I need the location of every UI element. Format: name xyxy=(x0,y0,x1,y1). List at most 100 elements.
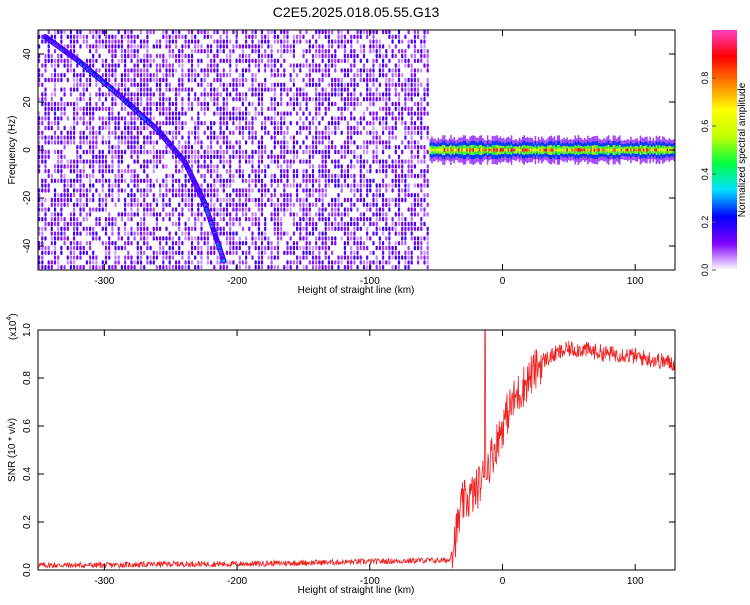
spectrogram-noise-cell xyxy=(124,121,126,125)
spectrogram-noise-cell xyxy=(328,97,330,101)
spectrogram-noise-cell xyxy=(188,145,190,149)
spectrogram-noise-cell xyxy=(347,102,349,106)
spectrogram-noise-cell xyxy=(57,217,59,221)
spectrogram-noise-cell xyxy=(306,102,308,106)
spectrogram-noise-cell xyxy=(220,35,222,39)
spectrogram-noise-cell xyxy=(226,183,228,187)
spectrogram-noise-cell xyxy=(178,35,180,39)
spectrogram-noise-cell xyxy=(108,49,110,53)
spectrogram-band-core xyxy=(453,148,455,151)
spectrogram-noise-cell xyxy=(420,102,422,106)
spectrogram-noise-cell xyxy=(236,155,238,159)
spectrogram-noise-cell xyxy=(283,68,285,72)
spectrogram-noise-cell xyxy=(130,212,132,216)
spectrogram-noise-cell xyxy=(223,44,225,48)
spectrogram-noise-cell xyxy=(315,246,317,250)
spectrogram-noise-cell xyxy=(118,63,120,67)
spectrogram-noise-cell xyxy=(245,59,247,63)
spectrogram-noise-cell xyxy=(54,111,56,115)
spectrogram-noise-cell xyxy=(395,231,397,235)
spectrogram-noise-cell xyxy=(420,236,422,240)
spectrogram-noise-cell xyxy=(398,198,400,202)
spectrogram-noise-cell xyxy=(236,116,238,120)
spectrogram-noise-cell xyxy=(360,68,362,72)
spectrogram-noise-cell xyxy=(67,203,69,207)
spectrogram-noise-cell xyxy=(293,39,295,43)
spectrogram-noise-cell xyxy=(366,231,368,235)
spectrogram-noise-cell xyxy=(379,83,381,87)
spectrogram-noise-cell xyxy=(306,198,308,202)
spectrogram-noise-cell xyxy=(427,126,429,130)
spectrogram-noise-cell xyxy=(271,179,273,183)
spectrogram-noise-cell xyxy=(127,44,129,48)
spectrogram-noise-cell xyxy=(48,246,50,250)
spectrogram-noise-cell xyxy=(245,260,247,264)
spectrogram-noise-cell xyxy=(229,116,231,120)
spectrogram-noise-cell xyxy=(73,222,75,226)
spectrogram-noise-cell xyxy=(130,227,132,231)
spectrogram-noise-cell xyxy=(264,251,266,255)
spectrogram-noise-cell xyxy=(121,102,123,106)
spectrogram-noise-cell xyxy=(388,241,390,245)
spectrogram-band-core xyxy=(490,149,492,151)
spectrogram-noise-cell xyxy=(194,92,196,96)
spectrogram-noise-cell xyxy=(111,111,113,115)
spectrogram-noise-cell xyxy=(207,107,209,111)
spectrogram-noise-cell xyxy=(366,73,368,77)
spectrogram-noise-cell xyxy=(223,188,225,192)
spectrogram-noise-cell xyxy=(169,83,171,87)
spectrogram-noise-cell xyxy=(207,54,209,58)
spectrogram-noise-cell xyxy=(331,140,333,144)
spectrogram-band-core xyxy=(594,148,596,152)
spectrogram-noise-cell xyxy=(89,260,91,264)
spectrogram-noise-cell xyxy=(353,227,355,231)
spectrogram-noise-cell xyxy=(216,260,218,264)
spectrogram-noise-cell xyxy=(67,102,69,106)
spectrogram-noise-cell xyxy=(261,87,263,91)
spectrogram-noise-cell xyxy=(204,174,206,178)
spectrogram-noise-cell xyxy=(427,227,429,231)
spectrogram-noise-cell xyxy=(255,131,257,135)
spectrogram-noise-cell xyxy=(290,193,292,197)
spectrogram-noise-cell xyxy=(411,107,413,111)
spectrogram-noise-cell xyxy=(64,183,66,187)
spectrogram-noise-cell xyxy=(312,251,314,255)
spectrogram-noise-cell xyxy=(302,78,304,82)
spectrogram-noise-cell xyxy=(334,39,336,43)
spectrogram-noise-cell xyxy=(140,78,142,82)
spectrogram-noise-cell xyxy=(92,140,94,144)
spectrogram-noise-cell xyxy=(299,203,301,207)
spectrogram-noise-cell xyxy=(290,87,292,91)
spectrogram-noise-cell xyxy=(44,188,46,192)
spectrogram-noise-cell xyxy=(114,54,116,58)
spectrogram-band-core xyxy=(640,148,642,152)
spectrogram-noise-cell xyxy=(239,111,241,115)
spectrogram-noise-cell xyxy=(197,260,199,264)
spectrogram-noise-cell xyxy=(376,255,378,259)
spectrogram-noise-cell xyxy=(264,49,266,53)
spectrogram-noise-cell xyxy=(388,207,390,211)
spectrogram-noise-cell xyxy=(108,251,110,255)
spectrogram-noise-cell xyxy=(299,198,301,202)
spectrogram-noise-cell xyxy=(172,87,174,91)
spectrogram-noise-cell xyxy=(372,179,374,183)
spectrogram-noise-cell xyxy=(325,236,327,240)
spectrogram-noise-cell xyxy=(67,68,69,72)
spectrogram-noise-cell xyxy=(315,188,317,192)
spectrogram-noise-cell xyxy=(127,169,129,173)
spectrogram-noise-cell xyxy=(350,135,352,139)
spectrogram-noise-cell xyxy=(207,83,209,87)
spectrogram-noise-cell xyxy=(331,59,333,63)
spectrogram-noise-cell xyxy=(312,35,314,39)
spectrogram-noise-cell xyxy=(73,231,75,235)
spectrogram-noise-cell xyxy=(312,59,314,63)
spectrogram-noise-cell xyxy=(216,227,218,231)
spectrogram-noise-cell xyxy=(423,126,425,130)
spectrogram-noise-cell xyxy=(153,207,155,211)
spectrogram-noise-cell xyxy=(306,159,308,163)
spectrogram-noise-cell xyxy=(95,107,97,111)
spectrogram-noise-cell xyxy=(302,150,304,154)
spectrogram-noise-cell xyxy=(401,179,403,183)
spectrogram-noise-cell xyxy=(200,227,202,231)
spectrogram-noise-cell xyxy=(64,241,66,245)
